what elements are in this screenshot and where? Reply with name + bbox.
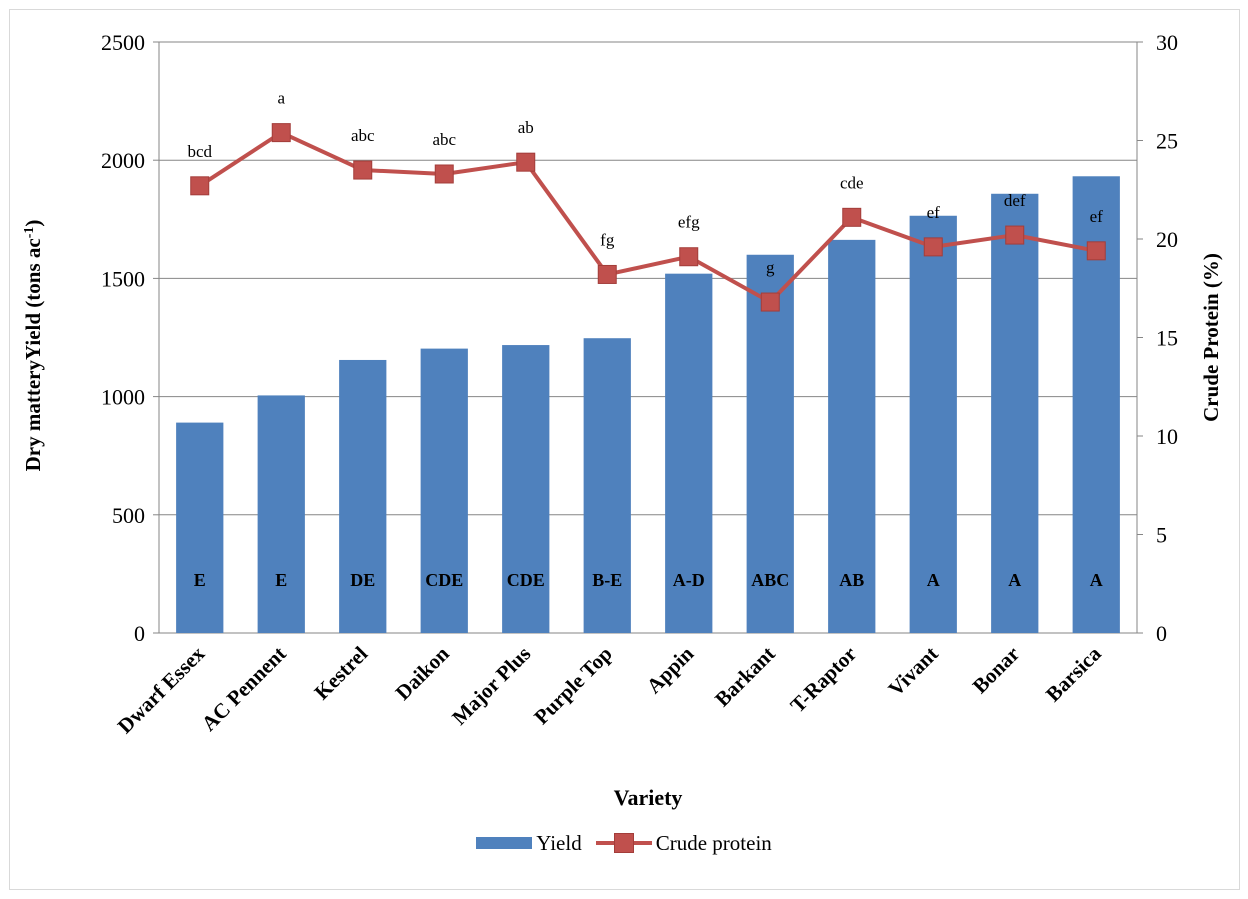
chart-frame [9,9,1240,890]
y2-tick-label: 15 [1156,326,1178,351]
y2-tick-label: 25 [1156,129,1178,154]
bar-letter-label: E [275,570,287,590]
y2-tick-label: 0 [1156,621,1167,646]
bar-letter-label: AB [839,570,864,590]
bar-yield [991,193,1039,633]
y-tick-label: 2000 [101,148,145,173]
x-tick-label: Major Plus [447,642,535,730]
y2-tick-label: 20 [1156,227,1178,252]
x-tick-label: Barkant [710,642,780,712]
bar-letter-label: B-E [592,570,622,590]
bar-yield [257,395,305,633]
y-tick-label: 2500 [101,30,145,55]
x-tick-label: Appin [642,641,699,698]
bar-yield [665,273,713,633]
point-letter-label: efg [678,213,700,232]
point-crude-protein [1086,241,1106,261]
x-tick-label: AC Pennent [197,642,291,736]
bar-yield [339,359,387,633]
y-tick-label: 1000 [101,385,145,410]
x-tick-label: Vivant [883,642,942,701]
point-letter-label: fg [600,230,615,249]
bar-letter-label: DE [350,570,375,590]
point-crude-protein [434,164,454,184]
bar-letter-label: CDE [425,570,463,590]
point-crude-protein [679,247,699,267]
point-letter-label: a [277,89,285,108]
bar-yield [583,338,631,633]
legend-label-crude-protein: Crude protein [655,830,772,855]
point-letter-label: def [1004,191,1026,210]
legend: Yield Crude protein [0,823,1248,863]
y2-tick-label: 10 [1156,424,1178,449]
legend-item-yield: Yield [476,831,582,856]
legend-item-crude-protein: Crude protein [595,830,772,856]
y-tick-label: 1500 [101,266,145,291]
legend-label-yield: Yield [536,830,582,855]
x-tick-label: Purple Top [529,642,617,730]
point-crude-protein [271,123,291,143]
point-crude-protein [760,292,780,312]
point-crude-protein [516,152,536,172]
point-crude-protein [353,160,373,180]
point-letter-label: ef [1090,207,1104,226]
y-tick-label: 0 [134,621,145,646]
bar-letter-label: E [194,570,206,590]
x-tick-label: Daikon [391,641,454,704]
x-tick-label: T-Raptor [785,642,861,718]
bar-yield [502,345,550,633]
point-letter-label: bcd [187,142,212,161]
legend-swatch-crude-protein [595,833,652,853]
x-axis-title: Variety [614,785,683,810]
line-crude-protein [198,130,1097,305]
bar-letter-label: A [1008,570,1021,590]
x-tick-label: Barsica [1041,641,1106,706]
point-letter-label: abc [432,130,456,149]
bar-yield [909,215,957,633]
point-crude-protein [1005,225,1025,245]
point-crude-protein [842,207,862,227]
point-crude-protein [597,264,617,284]
x-tick-label: Kestrel [309,641,372,704]
x-tick-label: Dwarf Essex [113,641,210,738]
point-letter-label: ef [927,203,941,222]
y2-axis-title: Crude Protein (%) [1199,253,1223,422]
y-axis-title: Dry matteryYield (tons ac-1) [21,220,45,472]
bar-letter-label: A-D [673,570,705,590]
bar-yield [176,422,224,633]
point-letter-label: g [766,258,775,277]
point-letter-label: abc [351,126,375,145]
y2-tick-label: 30 [1156,30,1178,55]
y-tick-label: 500 [112,503,145,528]
bar-letter-label: A [1090,570,1103,590]
bar-letter-label: CDE [507,570,545,590]
point-crude-protein [923,237,943,257]
bar-yield [828,239,876,633]
x-tick-label: Bonar [968,642,1025,699]
bar-yield [746,254,794,633]
point-letter-label: cde [840,173,864,192]
bar-yield [420,348,468,633]
bar-letter-label: ABC [751,570,789,590]
legend-swatch-yield [476,837,533,849]
y2-tick-label: 5 [1156,523,1167,548]
point-crude-protein [190,176,210,196]
point-letter-label: ab [518,118,534,137]
bar-letter-label: A [927,570,940,590]
